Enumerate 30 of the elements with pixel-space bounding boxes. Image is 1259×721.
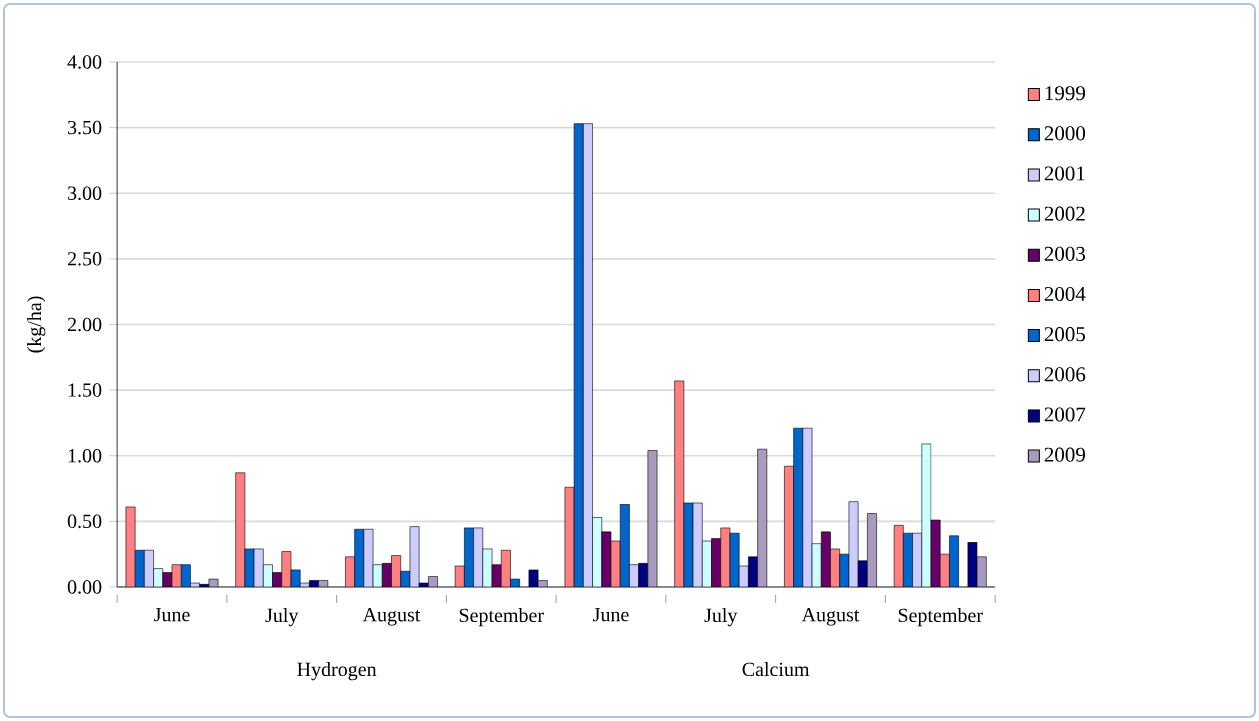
text: Calcium (742, 662, 810, 677)
y-tick-label: 2.00 (67, 317, 102, 332)
x-tick-label: June (593, 608, 629, 622)
x-tick-label: September (898, 608, 983, 627)
legend-label: 1999 (1045, 86, 1085, 101)
text: Hydrogen (297, 662, 377, 681)
y-tick-label: 0.00 (67, 580, 102, 594)
y-tick-label: 4.00 (67, 55, 102, 69)
y-tick-label: 1.50 (68, 383, 102, 397)
legend-label: 2000 (1044, 126, 1086, 141)
y-tick-label: 2.50 (67, 252, 102, 266)
y-tick-label: 3.00 (68, 186, 102, 201)
x-tick-label: August (801, 608, 860, 626)
legend-label: 2007 (1044, 407, 1086, 422)
legend-label: 2005 (1044, 327, 1086, 342)
legend-label: 2003 (1044, 246, 1086, 261)
x-tick-label: July (704, 608, 738, 627)
x-tick-label: August (362, 608, 421, 626)
legend-label: 2006 (1044, 367, 1086, 382)
x-tick-label: June (154, 608, 190, 622)
x-tick-label: September (459, 608, 544, 627)
y-tick-label: 3.50 (68, 120, 102, 135)
x-tick-label: July (265, 608, 299, 627)
legend-label: 2004 (1044, 286, 1086, 302)
y-tick-label: 1.00 (68, 448, 102, 463)
y-tick-label: 0.50 (67, 514, 102, 529)
y-axis-title: (kg/ha) (27, 296, 46, 353)
legend-label: 2009 (1044, 447, 1085, 462)
legend-label: 2001 (1044, 166, 1085, 181)
legend-label: 2002 (1044, 206, 1085, 221)
